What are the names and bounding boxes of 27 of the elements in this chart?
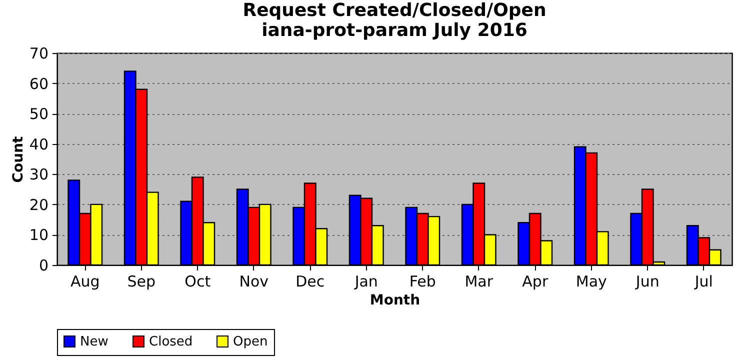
y-tick-label: 70 [29,44,48,62]
x-tick-label: Jul [694,272,713,290]
x-tick-label: Jun [634,272,660,290]
x-tick-label: Aug [70,272,100,290]
y-tick-label: 10 [29,226,48,244]
legend-label: Open [233,334,268,350]
x-tick-label: Oct [184,272,211,290]
y-tick-label: 30 [29,166,48,184]
x-tick-label: Dec [296,272,325,290]
x-tick-label: Apr [522,272,549,290]
x-tick-label: Mar [464,272,494,290]
x-tick-label: Sep [127,272,156,290]
y-tick-label: 20 [29,196,48,214]
chart-subtitle: iana-prot-param July 2016 [262,20,528,41]
chart-title: Request Created/Closed/Open [242,0,546,21]
y-tick-label: 60 [29,74,48,93]
x-tick-label: Feb [409,272,436,290]
x-axis-title: Month [370,292,420,308]
x-tick-label: Nov [239,272,269,290]
y-tick-label: 50 [29,105,48,124]
y-tick-label: 40 [29,135,48,154]
x-tick-label: May [576,272,607,290]
y-tick-label: 0 [38,256,48,274]
x-tick-label: Jan [354,272,378,290]
legend-label: Closed [149,334,193,350]
y-axis-title: Count [10,136,26,183]
legend-label: New [80,334,109,350]
